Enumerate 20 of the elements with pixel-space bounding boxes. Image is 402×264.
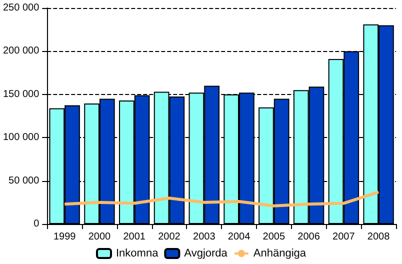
legend-label: Inkomna [116, 248, 160, 260]
x-tick-label: 2003 [193, 232, 216, 242]
x-tick-label: 2000 [88, 232, 112, 242]
x-tick-label: 2007 [332, 232, 356, 242]
y-tick-label: 150 000 [2, 88, 40, 100]
legend-label: Avgjorda [184, 248, 228, 260]
x-tick-label: 2004 [228, 232, 251, 242]
line-series [63, 190, 380, 208]
legend-label: Anhängiga [253, 248, 307, 260]
y-tick-label: 50 000 [8, 175, 40, 186]
x-tick-label: 2005 [262, 232, 286, 242]
x-tick-label: 2001 [123, 232, 146, 242]
x-tick-label: 2006 [298, 232, 320, 242]
x-tick-label: 1999 [53, 232, 76, 242]
y-tick-label: 200 000 [2, 46, 40, 57]
y-tick-label: 250 000 [2, 2, 40, 14]
x-tick-label: 2002 [158, 232, 181, 242]
y-tick-label: 0 [34, 218, 40, 230]
x-tick-label: 2008 [367, 232, 390, 242]
y-tick-label: 100 000 [2, 132, 40, 144]
